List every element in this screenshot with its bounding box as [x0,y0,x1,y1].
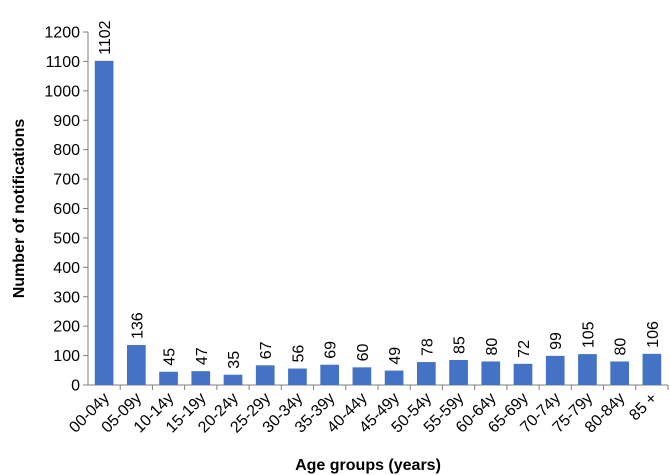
bar [610,361,630,385]
data-labels: 1102 136 45 47 35 67 56 69 60 49 78 85 80 72 99 105 80 10… [97,20,662,368]
bar [288,368,307,385]
bar [449,359,468,385]
data-label: 85 [452,336,469,354]
y-tick-label: 200 [53,319,80,336]
bar [159,371,178,385]
bar [320,364,340,385]
y-axis: 0 100 200 300 400 500 600 700 800 900 1000 1100 1200 [44,25,89,395]
y-axis-title: Number of notifications [11,119,28,299]
y-tick-label: 1100 [46,54,81,71]
y-tick-label: 300 [53,289,80,306]
y-tick-label: 1200 [44,25,80,42]
y-tick-label: 400 [53,260,80,277]
bar [94,60,114,385]
x-axis-title: Age groups (years) [295,457,441,474]
x-axis: 00-04y05-09y10-14y15-19y20-24y25-29y30-3… [66,384,669,436]
bar [642,353,662,385]
data-label: 1102 [97,20,114,55]
bar [384,370,404,385]
y-tick-label: 900 [53,113,80,130]
data-label: 67 [258,341,275,359]
bars [94,60,662,385]
bar [481,361,501,385]
y-tick-label: 100 [53,348,80,365]
data-label: 56 [290,345,307,363]
bar [352,367,372,385]
data-label: 136 [129,312,146,339]
bar [578,354,597,385]
data-label: 47 [194,347,211,365]
y-tick-label: 800 [53,142,80,159]
y-tick-label: 500 [53,230,80,247]
data-label: 35 [226,351,243,369]
bar [223,374,243,385]
x-ticks: 00-04y05-09y10-14y15-19y20-24y25-29y30-3… [66,385,669,436]
x-tick-label: 85 + [626,390,660,424]
data-label: 60 [355,343,372,361]
bar [191,371,211,385]
data-label: 80 [613,338,630,356]
bar [126,344,146,385]
data-label: 69 [323,341,340,359]
data-label: 78 [419,338,436,356]
y-tick-label: 0 [71,378,80,395]
data-label: 45 [162,348,179,366]
bar [416,362,436,385]
y-tick-label: 1000 [44,83,80,100]
data-label: 105 [580,321,597,348]
bar [513,363,533,385]
data-label: 80 [484,338,501,356]
y-ticks: 0 100 200 300 400 500 600 700 800 900 1000 1100 1200 [44,25,88,395]
data-label: 49 [387,347,404,365]
data-label: 106 [645,321,662,348]
data-label: 99 [548,332,565,350]
bar [545,355,565,385]
y-tick-label: 600 [53,201,80,218]
data-label: 72 [516,340,533,358]
y-tick-label: 700 [53,172,80,189]
bar [255,365,275,385]
